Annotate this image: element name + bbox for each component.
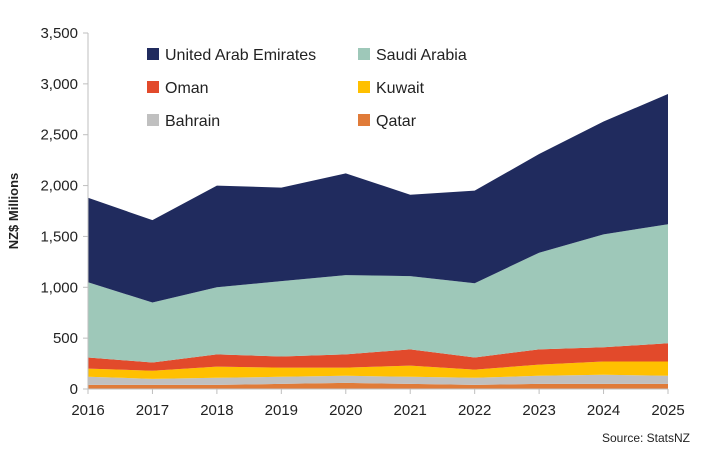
area-qatar	[88, 382, 668, 389]
legend-label-saudi-arabia: Saudi Arabia	[376, 47, 467, 64]
x-tick-label: 2025	[651, 402, 684, 419]
legend-swatch-saudi-arabia	[358, 48, 370, 60]
legend-swatch-united-arab-emirates	[147, 48, 159, 60]
y-tick-label: 3,000	[40, 76, 78, 93]
x-tick-label: 2021	[394, 402, 427, 419]
area-united-arab-emirates	[88, 94, 668, 303]
legend-swatch-bahrain	[147, 114, 159, 126]
y-tick-label: 2,000	[40, 178, 78, 195]
area-saudi-arabia	[88, 224, 668, 363]
legend-label-oman: Oman	[165, 80, 209, 97]
x-tick-label: 2017	[136, 402, 169, 419]
x-tick-label: 2024	[587, 402, 620, 419]
y-tick-label: 1,000	[40, 279, 78, 296]
source-note: Source: StatsNZ	[602, 431, 690, 445]
y-tick-label: 1,500	[40, 228, 78, 245]
y-tick-label: 3,500	[40, 25, 78, 42]
y-axis-label: NZ$ Millions	[6, 173, 21, 250]
legend-label-qatar: Qatar	[376, 113, 417, 130]
x-tick-label: 2019	[265, 402, 298, 419]
x-tick-label: 2016	[71, 402, 104, 419]
legend: United Arab Emirates Saudi Arabia Oman Kuwa…	[147, 47, 467, 130]
x-tick-label: 2022	[458, 402, 491, 419]
legend-label-united-arab-emirates: United Arab Emirates	[165, 47, 316, 64]
area-series-group	[88, 94, 668, 389]
x-tick-label: 2020	[329, 402, 362, 419]
y-tick-label: 0	[70, 381, 78, 398]
legend-swatch-kuwait	[358, 81, 370, 93]
x-tick-label: 2018	[200, 402, 233, 419]
axes-group: 0 500 1,000 1,500 2,000 2,500 3,000 3,500 2016 20…	[40, 25, 684, 419]
y-tick-label: 2,500	[40, 127, 78, 144]
y-tick-label: 500	[53, 330, 78, 347]
legend-label-kuwait: Kuwait	[376, 80, 425, 97]
area-kuwait	[88, 361, 668, 379]
area-oman	[88, 343, 668, 371]
legend-swatch-oman	[147, 81, 159, 93]
area-bahrain	[88, 374, 668, 385]
legend-label-bahrain: Bahrain	[165, 113, 220, 130]
legend-swatch-qatar	[358, 114, 370, 126]
x-tick-label: 2023	[522, 402, 555, 419]
